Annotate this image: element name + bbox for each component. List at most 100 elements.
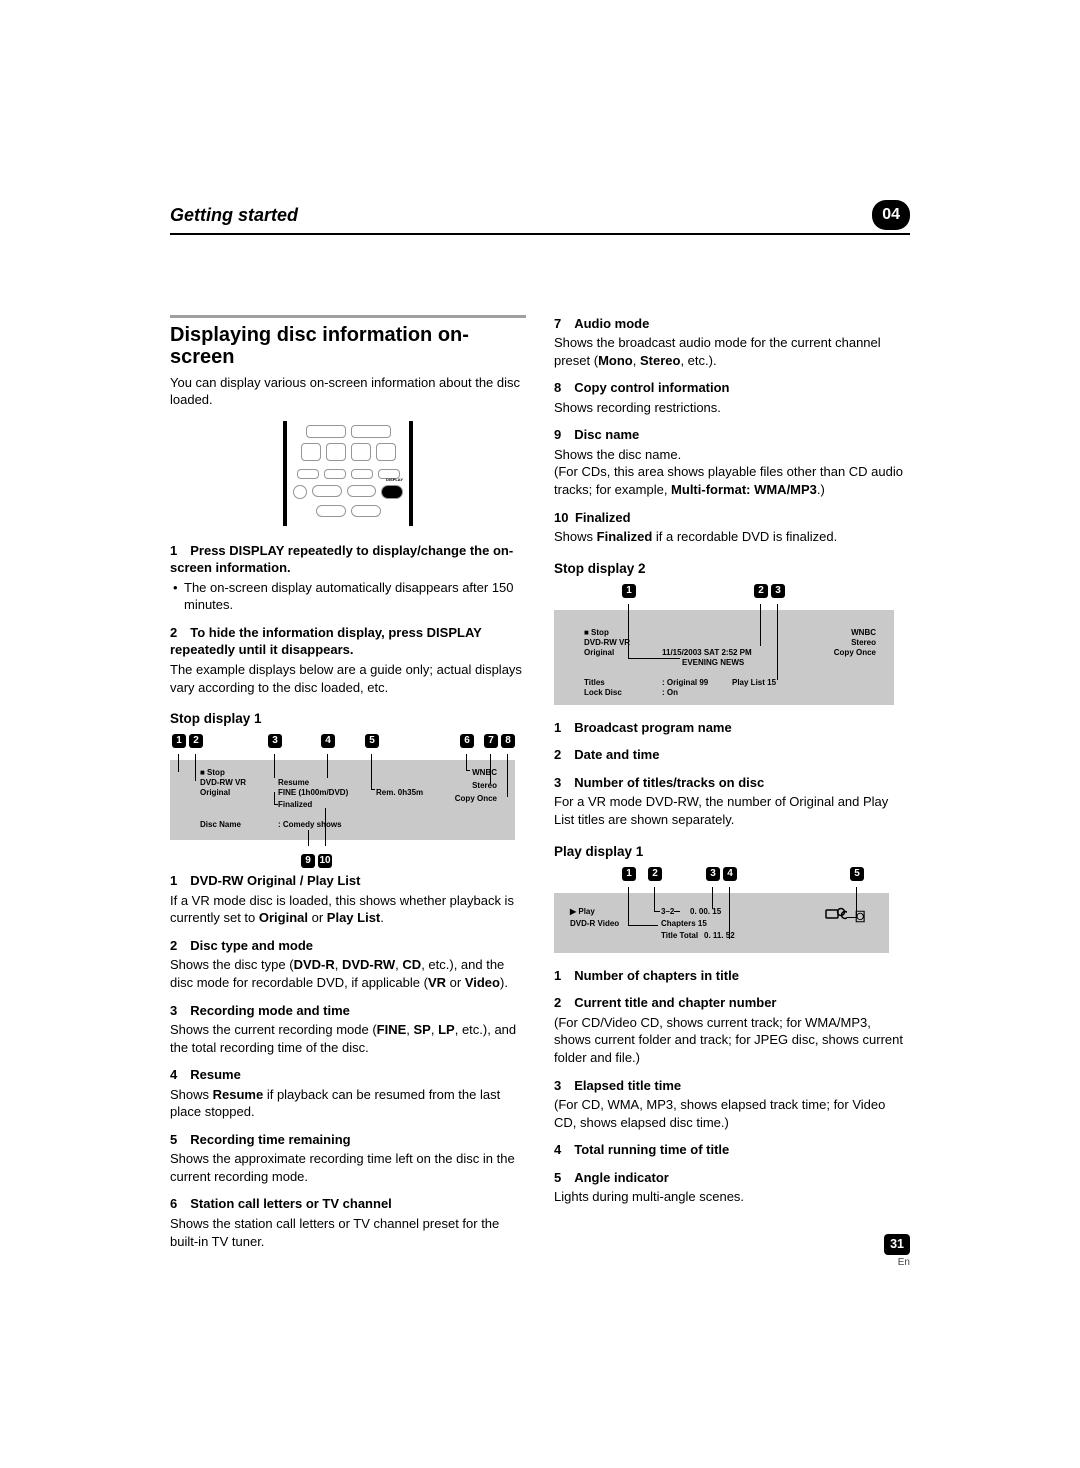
section-rule <box>170 315 526 318</box>
item-lead: 3 Elapsed title time <box>554 1077 910 1095</box>
callout: 8 <box>501 734 515 748</box>
osd-text: Copy Once <box>834 648 876 659</box>
osd-text: : Comedy shows <box>278 820 342 831</box>
content-columns: Displaying disc information on-screen Yo… <box>170 315 910 1270</box>
osd-text: Rem. 0h35m <box>376 788 423 799</box>
list-item: 1 Number of chapters in title <box>554 967 910 985</box>
callout: 7 <box>484 734 498 748</box>
left-column: Displaying disc information on-screen Yo… <box>170 315 526 1270</box>
osd-text: Finalized <box>278 800 312 811</box>
list-item: 2 Disc type and modeShows the disc type … <box>170 937 526 992</box>
callout: 10 <box>318 854 332 868</box>
callout: 3 <box>706 867 720 881</box>
osd-text: Copy Once <box>455 794 497 805</box>
list-item: 6 Station call letters or TV channel Show… <box>170 1195 526 1250</box>
item-body: Shows the disc type (DVD-R, DVD-RW, CD, … <box>170 956 526 991</box>
osd-text: 3–2 <box>661 907 674 918</box>
item-lead: 4 Total running time of title <box>554 1141 910 1159</box>
sd2-callouts: 1 2 3 <box>554 584 910 604</box>
remote-control-diagram: DISPLAY <box>273 421 423 526</box>
section-heading: Displaying disc information on-screen <box>170 324 526 368</box>
list-item: 7 Audio modeShows the broadcast audio mo… <box>554 315 910 370</box>
callout: 2 <box>754 584 768 598</box>
osd-text: Lock Disc <box>584 688 622 699</box>
sd2-items: 1 Broadcast program name 2 Date and time… <box>554 719 910 829</box>
step-1: 1 Press DISPLAY repeatedly to display/ch… <box>170 542 526 614</box>
item-body: Shows Resume if playback can be resumed … <box>170 1086 526 1121</box>
item-body: Shows recording restrictions. <box>554 399 910 417</box>
item-body: Shows the current recording mode (FINE, … <box>170 1021 526 1056</box>
item-body: Lights during multi-angle scenes. <box>554 1188 910 1206</box>
callout: 5 <box>850 867 864 881</box>
stop-display-2-osd: ■ Stop DVD-RW VR WNBC Original 11/15/200… <box>554 610 894 705</box>
osd-text: Title Total <box>661 931 698 942</box>
play-display-1-heading: Play display 1 <box>554 843 910 861</box>
item-lead: 8 Copy control information <box>554 379 910 397</box>
callout: 5 <box>365 734 379 748</box>
callout: 2 <box>648 867 662 881</box>
list-item: 5 Angle indicatorLights during multi-ang… <box>554 1169 910 1206</box>
callout: 1 <box>622 867 636 881</box>
intro-text: You can display various on-screen inform… <box>170 374 526 409</box>
list-item: 2 Date and time <box>554 746 910 764</box>
osd-text: EVENING NEWS <box>682 658 744 669</box>
list-item: 3 Recording mode and timeShows the curre… <box>170 1002 526 1057</box>
item-lead: 1 Number of chapters in title <box>554 967 910 985</box>
list-item: 1 Broadcast program name <box>554 719 910 737</box>
sd1-items-left: 1 DVD-RW Original / Play ListIf a VR mod… <box>170 872 526 1250</box>
callout: 1 <box>172 734 186 748</box>
osd-text: Stereo <box>472 781 497 792</box>
osd-text: Original <box>584 648 614 659</box>
item-body: (For CD/Video CD, shows current track; f… <box>554 1014 910 1067</box>
osd-text: Play List 15 <box>732 678 776 689</box>
angle-icon: ⌼ <box>855 907 865 929</box>
callout: 3 <box>268 734 282 748</box>
pd1-callouts: 1 2 3 4 5 <box>554 867 910 887</box>
list-item: 9 Disc nameShows the disc name.(For CDs,… <box>554 426 910 498</box>
callout: 9 <box>301 854 315 868</box>
osd-text: Chapters 15 <box>661 919 707 930</box>
stop-display-1-osd: ■ Stop DVD-RW VR Resume WNBC Original FI… <box>170 760 515 840</box>
stop-display-1-heading: Stop display 1 <box>170 710 526 728</box>
list-item: 3 Elapsed title time(For CD, WMA, MP3, s… <box>554 1077 910 1132</box>
page-lang: En <box>554 1256 910 1270</box>
item-lead: 6 Station call letters or TV channel <box>170 1195 526 1213</box>
osd-text: Original <box>200 788 230 799</box>
play-display-1-osd: ▶ Play 3–2 0. 00. 15 DVD-R Video Chapter… <box>554 893 889 953</box>
item-lead: 10 Finalized <box>554 509 910 527</box>
list-item: 3 Number of titles/tracks on discFor a V… <box>554 774 910 829</box>
page-number: 31 <box>884 1234 910 1255</box>
item-lead: 5 Recording time remaining <box>170 1131 526 1149</box>
step-2: 2 To hide the information display, press… <box>170 624 526 696</box>
item-body: (For CD, WMA, MP3, shows elapsed track t… <box>554 1096 910 1131</box>
osd-text: FINE (1h00m/DVD) <box>278 788 348 799</box>
page-header: Getting started 04 <box>170 200 910 235</box>
page-footer: 31 En <box>554 1234 910 1269</box>
item-body: For a VR mode DVD-RW, the number of Orig… <box>554 793 910 828</box>
item-body: Shows the approximate recording time lef… <box>170 1150 526 1185</box>
list-item: 1 DVD-RW Original / Play ListIf a VR mod… <box>170 872 526 927</box>
step-lead: 2 To hide the information display, press… <box>170 624 526 659</box>
osd-text: 0. 11. 52 <box>704 931 735 942</box>
item-lead: 7 Audio mode <box>554 315 910 333</box>
item-body: Shows Finalized if a recordable DVD is f… <box>554 528 910 546</box>
item-lead: 3 Number of titles/tracks on disc <box>554 774 910 792</box>
item-lead: 2 Current title and chapter number <box>554 994 910 1012</box>
stop-display-2-heading: Stop display 2 <box>554 560 910 578</box>
pd1-items: 1 Number of chapters in title 2 Current … <box>554 967 910 1206</box>
item-lead: 1 DVD-RW Original / Play List <box>170 872 526 890</box>
step-sub: The example displays below are a guide o… <box>170 661 526 696</box>
item-body: Shows the broadcast audio mode for the c… <box>554 334 910 369</box>
osd-text: : On <box>662 688 678 699</box>
item-lead: 4 Resume <box>170 1066 526 1084</box>
callout: 1 <box>622 584 636 598</box>
callout: 4 <box>723 867 737 881</box>
chapter-title: Getting started <box>170 203 298 227</box>
list-item: 10 FinalizedShows Finalized if a recorda… <box>554 509 910 546</box>
item-body: Shows the station call letters or TV cha… <box>170 1215 526 1250</box>
osd-text: Disc Name <box>200 820 241 831</box>
chapter-number-badge: 04 <box>872 200 910 230</box>
item-lead: 2 Date and time <box>554 746 910 764</box>
step-bullet: The on-screen display automatically disa… <box>170 579 526 614</box>
sd1-callouts-bottom: 9 10 <box>170 854 526 872</box>
